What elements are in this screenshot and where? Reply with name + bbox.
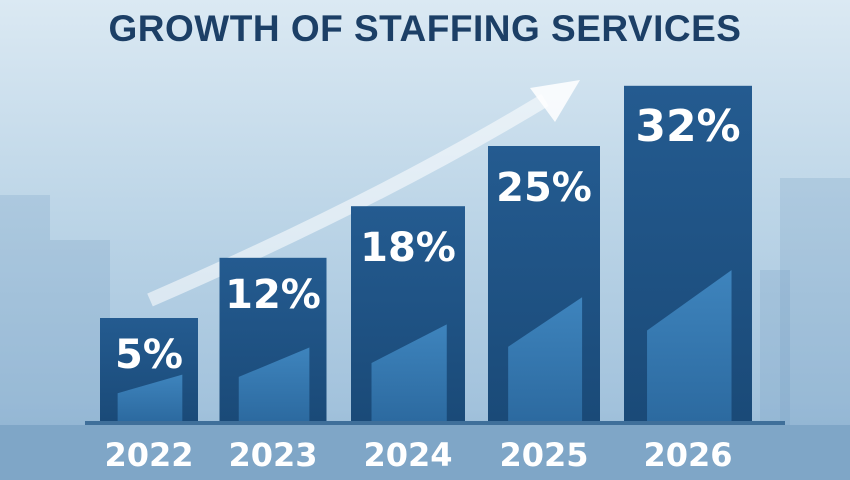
bar-inner-shape	[371, 324, 447, 421]
x-tick-label: 2026	[643, 436, 732, 474]
bar-inner-shape	[508, 297, 583, 421]
bar-inner-shape	[647, 270, 732, 421]
data-label: 25%	[496, 165, 592, 211]
bar-inner-shape	[238, 347, 310, 421]
bar-inner-shape	[117, 374, 183, 421]
background-building	[780, 178, 850, 425]
x-tick-label: 2025	[499, 436, 588, 474]
background-building	[760, 270, 790, 425]
data-label: 32%	[635, 101, 740, 152]
floor	[0, 425, 850, 480]
x-tick-label: 2022	[104, 436, 193, 474]
trend-arrow	[147, 94, 549, 307]
data-label: 5%	[115, 332, 183, 378]
x-tick-label: 2024	[363, 436, 452, 474]
x-tick-label: 2023	[228, 436, 317, 474]
baseline	[85, 421, 785, 425]
data-label: 12%	[225, 272, 321, 318]
trend-arrow-head	[530, 80, 580, 122]
chart-title: GROWTH OF STAFFING SERVICES	[108, 8, 742, 49]
background-building	[0, 195, 50, 425]
data-label: 18%	[360, 225, 456, 271]
